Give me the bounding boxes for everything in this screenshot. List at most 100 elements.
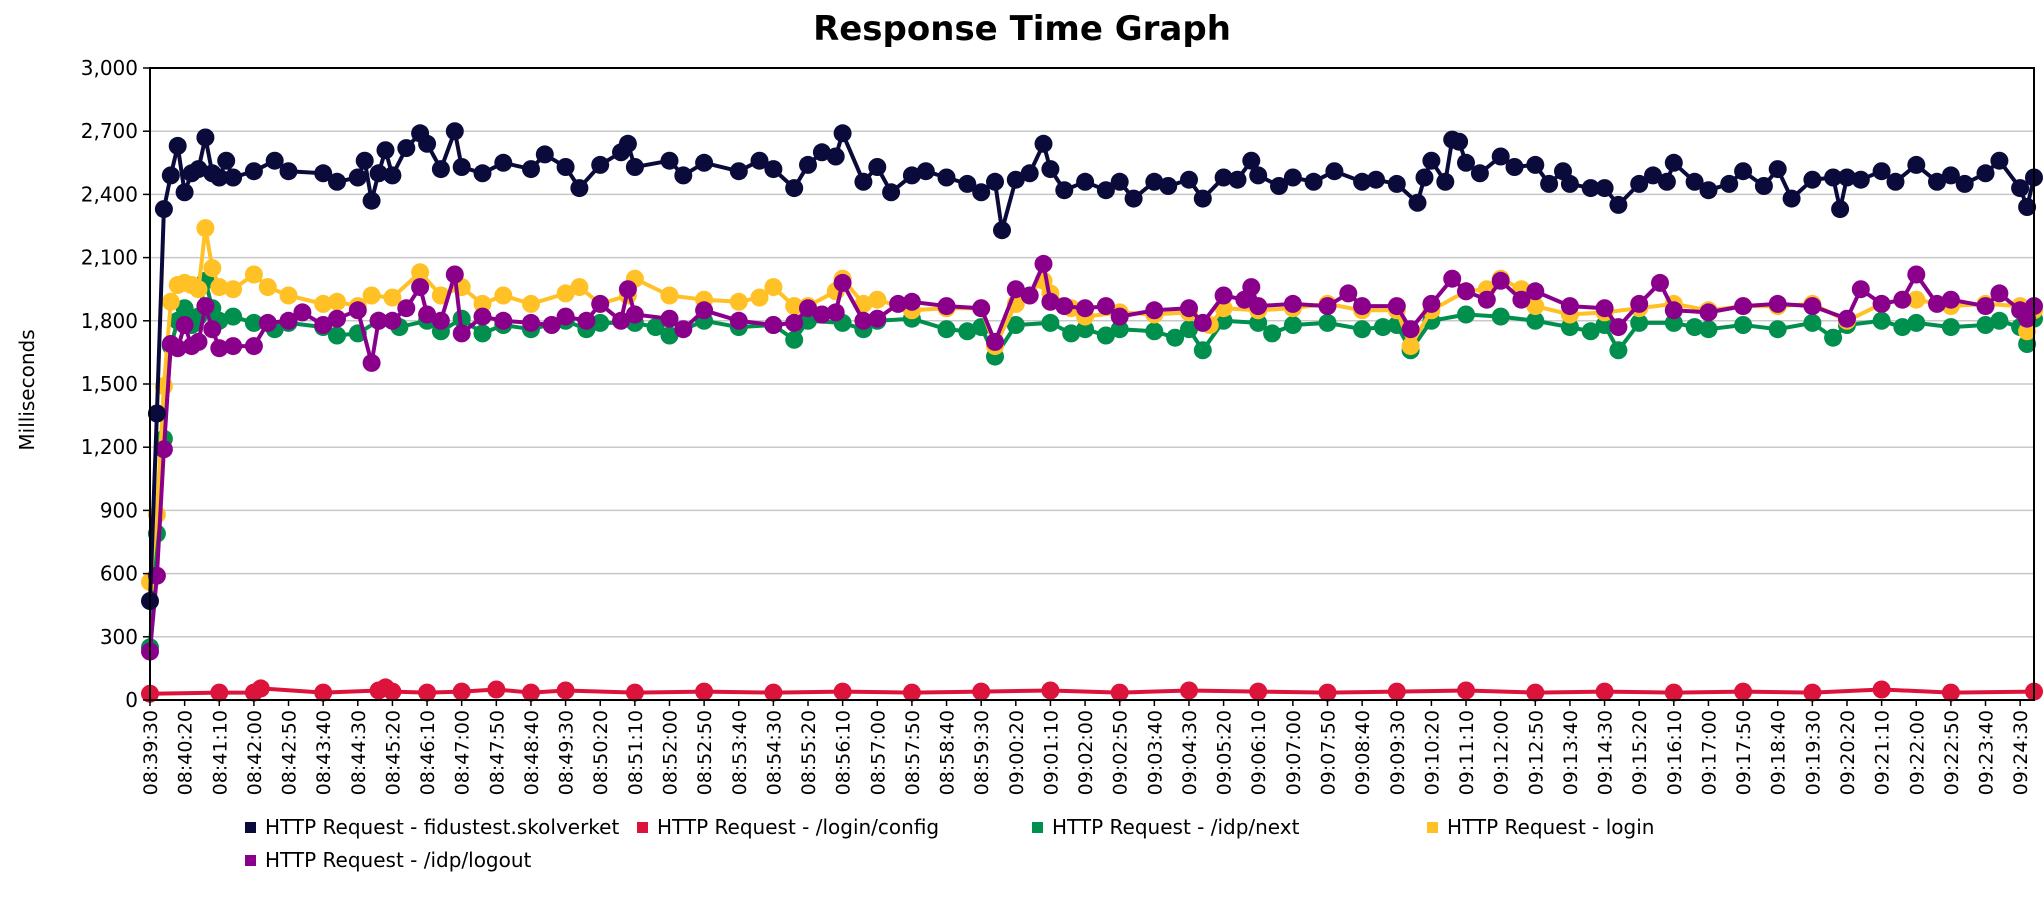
data-point <box>473 164 492 183</box>
x-tick-label: 08:51:10 <box>625 710 647 795</box>
data-point <box>522 683 540 702</box>
data-point <box>522 313 540 332</box>
y-tick-label: 2,700 <box>81 119 138 143</box>
data-point <box>1664 313 1683 332</box>
data-point <box>1159 177 1178 195</box>
data-point <box>674 166 693 185</box>
data-point <box>1734 297 1753 316</box>
x-tick-label: 08:42:00 <box>244 710 266 795</box>
data-point <box>1110 307 1129 326</box>
x-tick-label: 08:57:00 <box>867 710 889 795</box>
data-point <box>452 324 471 343</box>
data-point <box>993 221 1011 240</box>
data-point <box>1318 297 1337 316</box>
data-point <box>833 682 852 701</box>
y-axis-label: Milliseconds <box>15 329 39 450</box>
data-point <box>1734 316 1753 334</box>
data-point <box>1560 174 1579 193</box>
data-point <box>376 141 395 160</box>
data-point <box>1803 683 1822 702</box>
data-point <box>764 316 783 334</box>
data-point <box>972 682 991 701</box>
x-tick-label: 09:18:40 <box>1768 710 1790 795</box>
data-point <box>764 278 783 297</box>
x-tick-label: 08:56:10 <box>833 710 855 795</box>
data-point <box>750 288 769 307</box>
x-tick-label: 09:10:20 <box>1421 710 1443 795</box>
data-point <box>1457 305 1475 324</box>
data-point <box>1720 174 1739 193</box>
data-point <box>1076 320 1095 339</box>
series-line <box>148 129 2036 602</box>
data-point <box>556 158 575 176</box>
data-point <box>494 153 513 172</box>
data-point <box>1387 297 1406 316</box>
data-point <box>556 284 575 303</box>
x-tick-label: 08:59:30 <box>971 710 993 795</box>
data-point <box>473 324 492 343</box>
data-point <box>1020 164 1039 183</box>
data-point <box>1041 313 1060 332</box>
data-point <box>383 682 402 701</box>
x-tick-label: 09:16:10 <box>1664 710 1686 795</box>
data-point <box>154 440 173 459</box>
data-point <box>1754 177 1773 195</box>
data-point <box>646 318 665 337</box>
data-point <box>1824 168 1843 187</box>
data-point <box>175 183 194 202</box>
data-point <box>258 278 277 297</box>
x-tick-label: 08:55:20 <box>798 710 820 795</box>
y-tick-label: 1,200 <box>81 435 138 459</box>
data-point <box>494 286 513 305</box>
data-point <box>1096 181 1115 200</box>
data-point <box>1664 683 1683 702</box>
data-point <box>473 307 492 326</box>
data-point <box>1893 290 1912 309</box>
data-point <box>868 309 887 328</box>
data-point <box>362 191 381 210</box>
data-point <box>799 311 817 330</box>
data-point <box>556 681 575 700</box>
y-tick-label: 1,800 <box>81 309 138 333</box>
x-tick-label: 08:39:30 <box>140 710 162 795</box>
data-point <box>1263 324 1282 343</box>
data-point <box>224 337 243 356</box>
data-point <box>826 147 845 166</box>
data-point <box>570 278 589 297</box>
data-point <box>348 168 367 187</box>
data-point <box>1180 681 1198 700</box>
y-tick-label: 3,000 <box>81 56 138 80</box>
data-point <box>1270 177 1288 195</box>
data-point <box>328 326 346 345</box>
legend-swatch <box>637 822 648 833</box>
data-point <box>210 339 229 358</box>
data-point <box>556 307 575 326</box>
y-tick-label: 0 <box>125 688 138 712</box>
data-point <box>279 162 298 181</box>
data-point <box>314 164 333 183</box>
data-point <box>750 151 769 170</box>
data-point <box>1353 172 1372 191</box>
data-point <box>854 294 873 313</box>
data-point <box>1699 320 1718 339</box>
data-point <box>854 172 873 191</box>
data-point <box>196 297 215 316</box>
data-point <box>1824 328 1843 347</box>
data-point <box>1734 162 1753 181</box>
data-point <box>2018 322 2037 341</box>
data-point <box>1491 271 1510 290</box>
data-point <box>577 311 596 330</box>
data-point <box>1560 297 1579 316</box>
data-point <box>812 143 831 162</box>
data-point <box>591 155 610 174</box>
data-point <box>196 128 215 147</box>
data-point <box>1595 682 1614 701</box>
data-point <box>1685 318 1704 337</box>
x-tick-label: 09:22:00 <box>1906 710 1928 795</box>
data-point <box>1214 286 1233 305</box>
data-point <box>785 297 804 316</box>
data-point <box>487 680 506 699</box>
x-tick-label: 09:01:10 <box>1040 710 1062 795</box>
data-point <box>1110 320 1129 339</box>
data-point <box>1055 297 1074 316</box>
